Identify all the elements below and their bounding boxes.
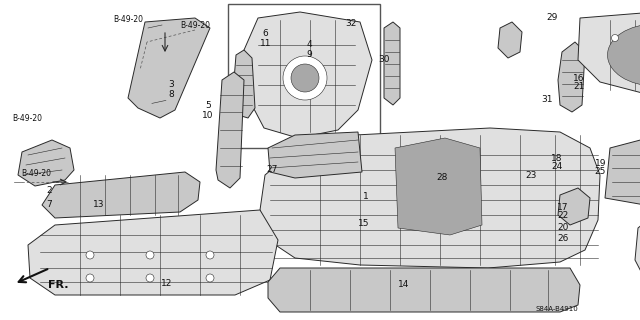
Text: 17: 17 <box>557 204 569 212</box>
Polygon shape <box>498 22 522 58</box>
Circle shape <box>206 251 214 259</box>
Text: 19: 19 <box>595 159 606 168</box>
Text: 20: 20 <box>557 223 569 232</box>
Text: 31: 31 <box>541 95 553 104</box>
Circle shape <box>86 274 94 282</box>
Polygon shape <box>18 140 74 186</box>
Text: 1: 1 <box>364 192 369 201</box>
Text: 28: 28 <box>436 173 447 182</box>
Text: FR.: FR. <box>48 280 68 290</box>
Polygon shape <box>268 132 362 178</box>
Polygon shape <box>216 72 244 188</box>
Text: 8: 8 <box>169 90 174 99</box>
Circle shape <box>86 251 94 259</box>
Polygon shape <box>268 268 580 312</box>
Text: 7: 7 <box>47 200 52 209</box>
Text: 14: 14 <box>397 280 409 289</box>
Text: B-49-20: B-49-20 <box>180 20 210 29</box>
Polygon shape <box>384 22 400 105</box>
Text: 30: 30 <box>378 55 390 64</box>
Polygon shape <box>395 138 482 235</box>
Text: 10: 10 <box>202 111 214 120</box>
Text: 32: 32 <box>345 20 356 28</box>
Text: 15: 15 <box>358 220 369 228</box>
Text: 23: 23 <box>525 172 537 180</box>
Text: 13: 13 <box>93 200 105 209</box>
Text: 4: 4 <box>307 40 312 49</box>
Text: 6: 6 <box>263 29 268 38</box>
Text: B-49-20: B-49-20 <box>13 114 42 123</box>
Polygon shape <box>28 210 278 295</box>
Text: 24: 24 <box>551 162 563 171</box>
Polygon shape <box>558 42 585 112</box>
Polygon shape <box>558 188 590 225</box>
Polygon shape <box>578 10 640 98</box>
Circle shape <box>611 35 618 42</box>
Text: B-49-20: B-49-20 <box>113 15 143 24</box>
Circle shape <box>206 274 214 282</box>
Polygon shape <box>42 172 200 218</box>
Polygon shape <box>260 128 600 268</box>
Text: 5: 5 <box>205 101 211 110</box>
Text: B-49-20: B-49-20 <box>21 170 51 179</box>
Text: 27: 27 <box>266 165 278 174</box>
Text: 18: 18 <box>551 154 563 163</box>
Polygon shape <box>635 195 640 298</box>
Text: S84A-B4910: S84A-B4910 <box>536 306 578 312</box>
Text: 3: 3 <box>169 80 174 89</box>
Text: 9: 9 <box>307 50 312 59</box>
Circle shape <box>146 274 154 282</box>
Polygon shape <box>232 50 255 118</box>
Circle shape <box>291 64 319 92</box>
Ellipse shape <box>607 24 640 86</box>
Text: 11: 11 <box>260 39 271 48</box>
Text: 2: 2 <box>47 186 52 195</box>
Polygon shape <box>605 138 640 205</box>
Text: 26: 26 <box>557 234 569 243</box>
Text: 25: 25 <box>595 167 606 176</box>
Text: 16: 16 <box>573 74 585 83</box>
Polygon shape <box>128 18 210 118</box>
Text: 21: 21 <box>573 82 585 91</box>
Text: 12: 12 <box>161 279 172 288</box>
Polygon shape <box>244 12 372 138</box>
Text: 22: 22 <box>557 212 569 220</box>
Circle shape <box>283 56 327 100</box>
Circle shape <box>146 251 154 259</box>
Text: 29: 29 <box>546 13 557 22</box>
